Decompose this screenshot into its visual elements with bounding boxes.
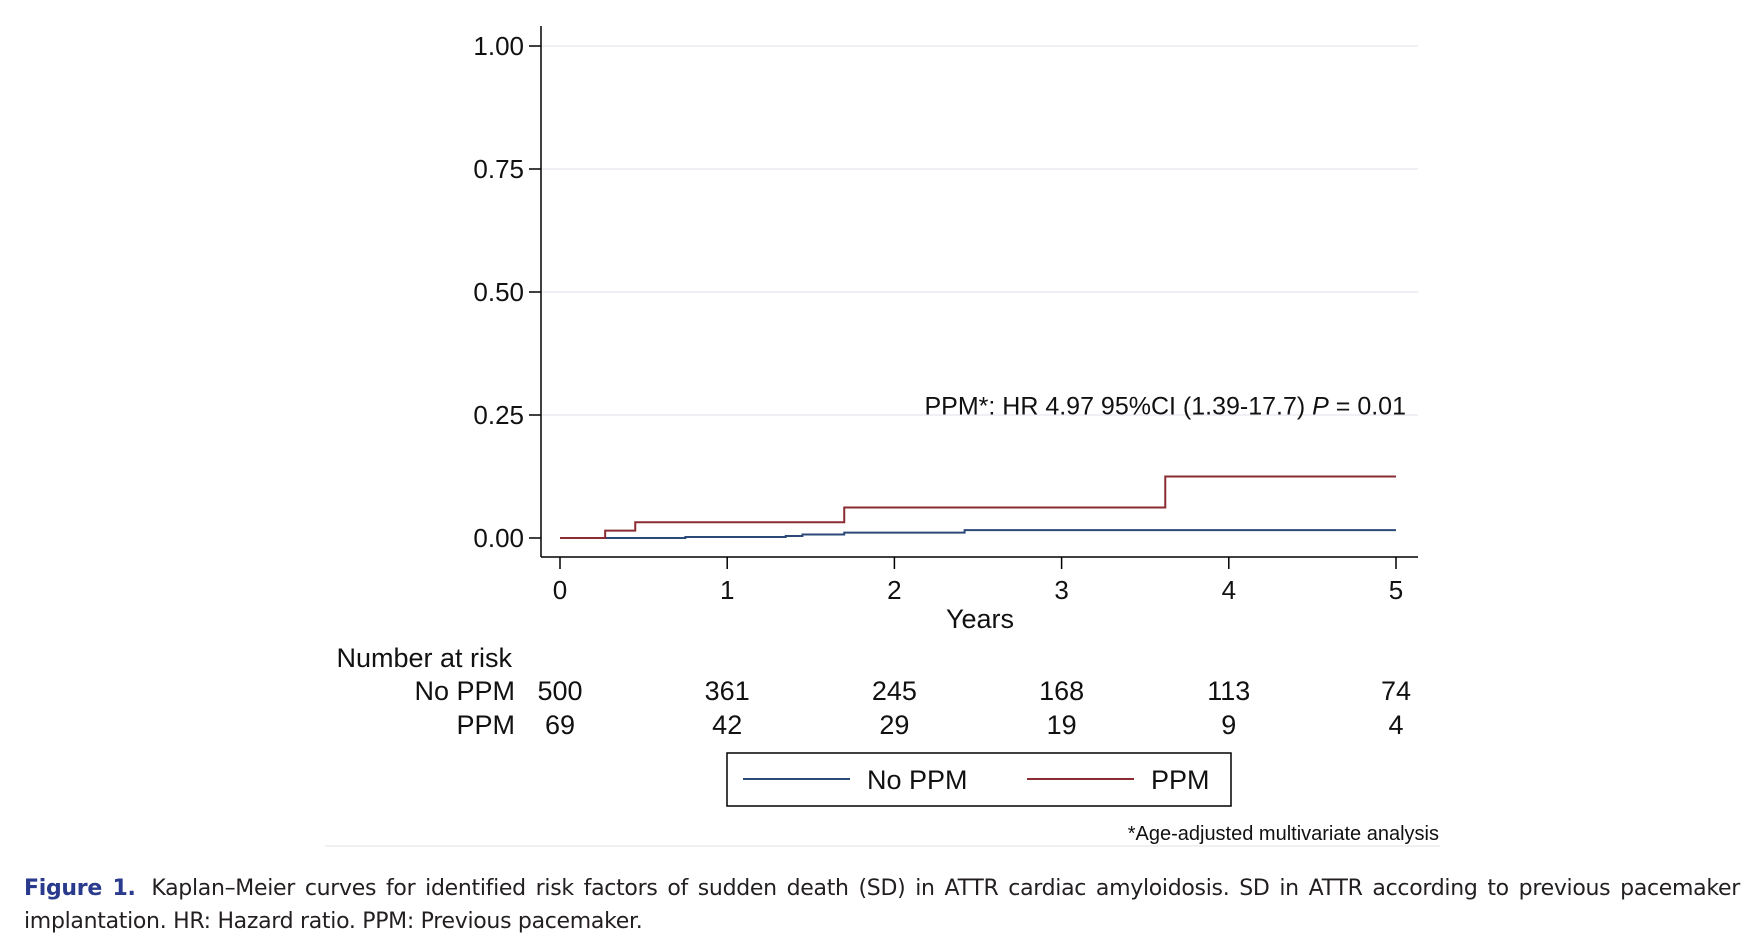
legend-label: No PPM [867, 765, 968, 795]
risk-count: 69 [545, 710, 575, 740]
risk-count: 74 [1381, 676, 1411, 706]
risk-table-title: Number at risk [336, 643, 512, 673]
kaplan-meier-chart: 0.00 0.25 0.50 0.75 1.00 0 1 2 3 4 5 Years PPM*: HR … [325, 26, 1440, 847]
risk-count: 19 [1047, 710, 1077, 740]
risk-count: 9 [1221, 710, 1236, 740]
risk-count: 42 [712, 710, 742, 740]
x-tick-label: 0 [553, 575, 567, 605]
footnote: *Age-adjusted multivariate analysis [1128, 823, 1439, 845]
y-tick-label: 1.00 [473, 31, 524, 61]
y-tick-label: 0.75 [473, 154, 524, 184]
caption-text: Kaplan–Meier curves for identified risk … [24, 876, 1740, 934]
y-tick-label: 0.00 [473, 523, 524, 553]
risk-count: 168 [1039, 676, 1084, 706]
series-line-ppm [560, 475, 1396, 539]
x-tick-label: 1 [720, 575, 734, 605]
risk-count: 113 [1207, 676, 1250, 706]
risk-count: 500 [537, 676, 582, 706]
x-axis-title: Years [946, 604, 1014, 634]
hr-annotation: PPM*: HR 4.97 95%CI (1.39-17.7) P = 0.01 [924, 392, 1406, 420]
risk-count: 29 [879, 710, 909, 740]
figure-label: Figure 1. [24, 876, 136, 901]
x-tick-label: 3 [1054, 575, 1068, 605]
x-tick-label: 5 [1389, 575, 1403, 605]
risk-count: 4 [1388, 710, 1403, 740]
legend-label: PPM [1151, 765, 1210, 795]
x-tick-label: 4 [1222, 575, 1236, 605]
y-tick-label: 0.50 [473, 277, 524, 307]
series-line-no-ppm [560, 529, 1396, 539]
risk-row-label: PPM [456, 710, 515, 740]
risk-count: 245 [872, 676, 917, 706]
x-tick-label: 2 [887, 575, 901, 605]
risk-count: 361 [705, 676, 750, 706]
risk-row-label: No PPM [414, 676, 515, 706]
figure-caption: Figure 1. Kaplan–Meier curves for identi… [24, 872, 1740, 938]
y-tick-label: 0.25 [473, 400, 524, 430]
